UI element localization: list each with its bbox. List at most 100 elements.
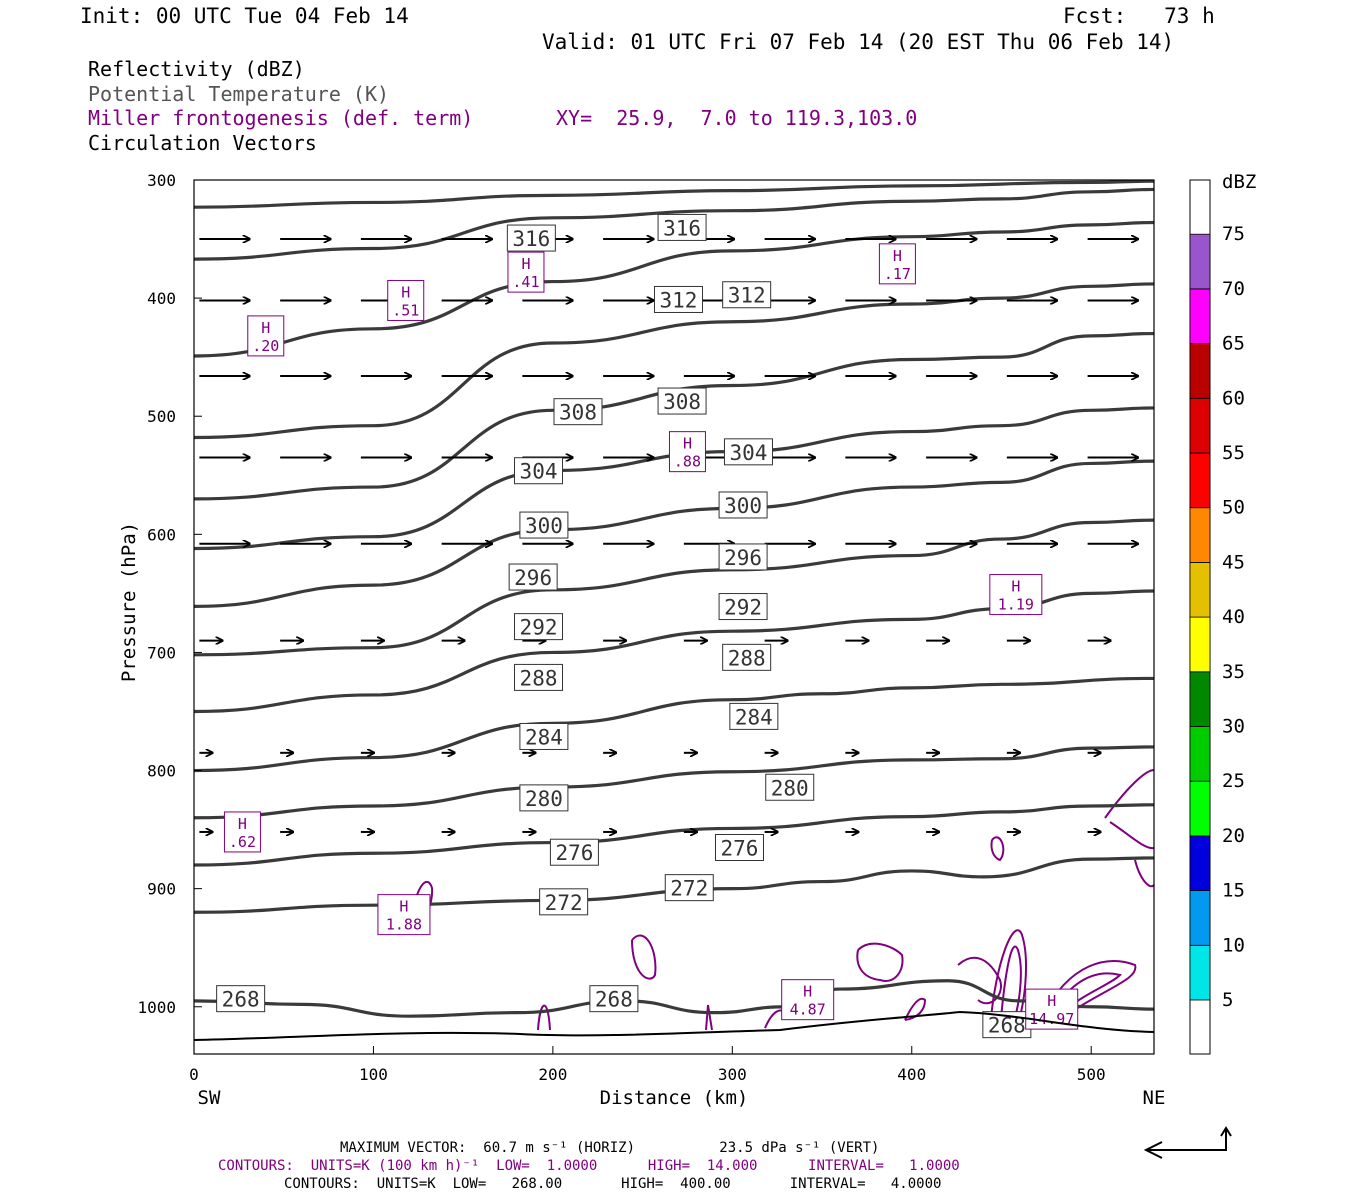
colorbar-tick-label: 65 [1222,333,1245,355]
circulation-vectors [199,239,1137,832]
isentrope-label-box [514,663,564,691]
isentrope-label-box [519,784,569,812]
fronto-max-value: .62 [229,833,256,851]
fronto-max-h: H [401,283,410,301]
isentrope-label-box [765,773,815,801]
isentrope-label: 300 [724,494,762,518]
colorbar-tick-label: 60 [1222,387,1245,409]
colorbar-swatch [1189,562,1211,618]
colorbar-tick-label: 20 [1222,825,1245,847]
fronto-contour [990,836,1005,862]
isentrope-label-box [722,643,772,671]
colorbar-tick-label: 70 [1222,278,1245,300]
fronto-contour [1104,769,1155,850]
colorbar-swatch [1189,780,1211,837]
isentrope-316 [193,187,1155,261]
x-tick-label: 500 [1077,1065,1106,1084]
isentrope-268 [193,979,1155,1018]
isentrope-label: 292 [724,596,762,620]
fronto-contour [957,956,1002,1005]
y-tick-label: 300 [147,171,176,190]
fronto-max-h: H [521,255,530,273]
isentrope-label-box [553,398,603,426]
isentrope-label: 296 [514,566,552,590]
isentrope-label-box [539,888,589,916]
colorbar-swatch [1189,397,1211,454]
valid-time: Valid: 01 UTC Fri 07 Feb 14 (20 EST Thu … [542,30,1175,54]
terrain-line [193,1010,1155,1041]
colorbar-swatch [1189,507,1211,563]
fronto-contour-info: CONTOURS: UNITS=K (100 km h)⁻¹ LOW= 1.00… [218,1158,960,1174]
isentrope-label-box [714,833,764,861]
fronto-contour [705,1004,713,1031]
isentrope-label: 280 [525,787,563,811]
y-tick-label: 800 [147,762,176,781]
isentrope-label-box [514,613,564,641]
colorbar-tick-label: 40 [1222,606,1245,628]
isentrope-276 [193,803,1155,867]
isentrope-label: 316 [663,216,701,240]
fronto-max-h: H [399,898,408,916]
fronto-max-box [247,315,285,357]
frontogenesis-contours [411,769,1155,1031]
fronto-max-h: H [238,815,247,833]
isentrope-label: 296 [724,546,762,570]
fronto-max-box [781,979,835,1021]
fronto-max-value: 1.19 [998,596,1034,614]
fronto-max-h: H [1047,992,1056,1010]
colorbar-tick-label: 30 [1222,716,1245,738]
isentrope-label: 312 [660,288,698,312]
x-tick-label: 400 [897,1065,926,1084]
isentrope-300 [193,406,1155,551]
isentrope-label: 316 [512,227,550,251]
fronto-max-box [507,251,545,293]
colorbar-tick-label: 5 [1222,989,1233,1011]
isentrope-label: 276 [721,836,759,860]
isentrope-label-box [718,491,768,519]
fronto-contour [631,934,657,980]
isentrope-label: 308 [559,401,597,425]
isentrope-label: 272 [545,891,583,915]
isentrope-label-box [657,213,707,241]
fronto-max-box [668,431,706,473]
fronto-max-value: .51 [392,301,419,319]
max-vector-info: MAXIMUM VECTOR: 60.7 m s⁻¹ (HORIZ) 23.5 … [340,1140,880,1156]
isentrope-label-box [589,985,639,1013]
isentrope-label-box [549,838,599,866]
colorbar-swatch [1189,233,1211,290]
fronto-max-box [377,894,431,936]
terrain-line [193,1010,1155,1041]
isentrope-label: 268 [222,988,260,1012]
isentrope-label: 268 [595,988,633,1012]
colorbar-swatch [1189,288,1211,344]
isentrope-label: 304 [729,441,767,465]
isentrope-label: 288 [520,666,558,690]
fronto-max-box [989,574,1043,616]
isentrope-label-box [723,438,773,466]
fronto-contour [1134,859,1155,888]
isentrope-284 [193,676,1155,773]
colorbar-tick-label: 50 [1222,497,1245,519]
legend-reflectivity: Reflectivity (dBZ) [88,57,305,81]
fronto-max-box [878,243,916,285]
isentrope-label: 284 [525,725,563,749]
init-time: Init: 00 UTC Tue 04 Feb 14 [80,4,409,28]
fronto-max-box [223,811,261,853]
x-end-label-ne: NE [1143,1087,1166,1109]
isentrope-label-box [718,543,768,571]
isentrope-label-box [519,511,569,539]
colorbar-swatch [1189,452,1211,509]
fronto-max-value: 1.88 [386,916,422,934]
isentrope-label: 272 [670,877,708,901]
y-tick-label: 600 [147,525,176,544]
colorbar-tick-label: 35 [1222,661,1245,683]
dbz-colorbar: 5 10 15 20 25 30 35 40 45 50 55 60 65 70 75 dBZ [1189,171,1256,1055]
isentrope-labels: 316 316 312 312 308 308 304 304 300 300 296 296 292 2… [216,213,1032,1039]
isentrope-label: 288 [728,646,766,670]
isentrope-label-box [514,457,564,485]
fronto-max-h: H [803,983,812,1001]
colorbar-tick-label: 25 [1222,770,1245,792]
fronto-max-h: H [1011,578,1020,596]
